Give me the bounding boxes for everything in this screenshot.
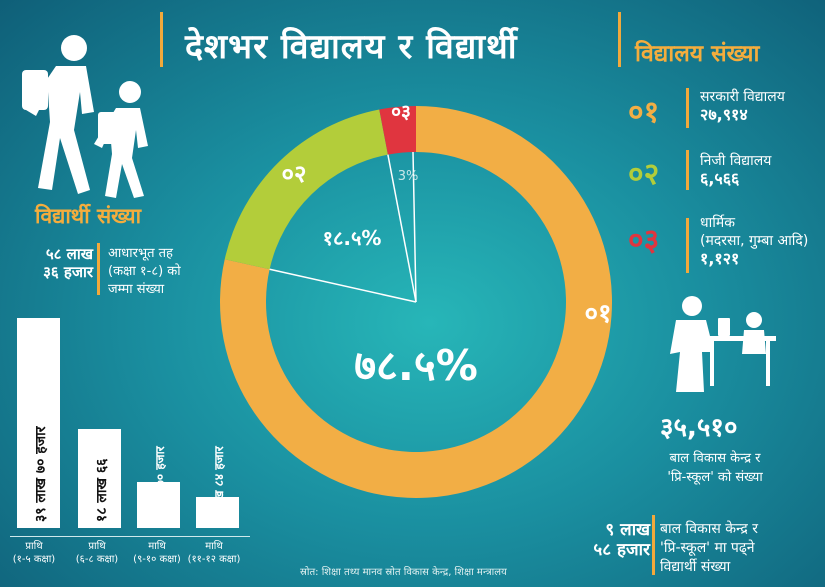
bar-axis-line bbox=[10, 536, 250, 537]
bar-primary-6-8: १८ लाख ६६ bbox=[78, 429, 121, 528]
slice-2-percent: १८.५% bbox=[323, 226, 382, 250]
bar-category-label: प्राथि (६-८ कक्षा) bbox=[75, 541, 119, 565]
slice-3-id: ०३ bbox=[391, 101, 411, 123]
legend-2-text: निजी विद्यालय ६,५६६ bbox=[700, 152, 771, 188]
walking-students-icon bbox=[22, 35, 148, 198]
donut-slice-3 bbox=[379, 106, 416, 155]
legend-1-number: ०१ bbox=[628, 95, 660, 130]
slice-3-pointer-start bbox=[387, 154, 417, 303]
legend-1-text: सरकारी विद्यालय २७,९१४ bbox=[700, 88, 785, 124]
ecd-center-count: ३५,५१० bbox=[660, 413, 738, 443]
slice-2-id: ०२ bbox=[282, 160, 307, 188]
slice-1-percent: ७८.५% bbox=[354, 341, 478, 390]
ecd-divider-rule bbox=[652, 515, 655, 575]
page-title: देशभर विद्यालय र विद्यार्थी bbox=[185, 27, 518, 67]
legend-3-label: धार्मिक (मदरसा, गुम्बा आदि) bbox=[700, 215, 809, 249]
basic-level-total: ५८ लाख ३६ हजार bbox=[43, 245, 93, 281]
donut-slice-2 bbox=[224, 109, 388, 270]
school-type-donut-chart: ७८.५% १८.५% 3% ०१ ०२ ०३ bbox=[220, 101, 612, 498]
ecd-student-description: बाल विकास केन्द्र र 'प्रि-स्कूल' मा पढ्न… bbox=[660, 521, 758, 575]
ecd-center-description: बाल विकास केन्द्र र 'प्रि-स्कूल' को संख्… bbox=[667, 451, 763, 485]
bar-category-label: माथि (११-१२ कक्षा) bbox=[187, 541, 241, 565]
slice-3-percent: 3% bbox=[398, 169, 419, 184]
bar-value-label: ३९ लाख ७० हजार bbox=[33, 426, 49, 523]
legend-1-label: सरकारी विद्यालय bbox=[700, 89, 785, 105]
bar-secondary-9-10: ८ लाख ७० हजार bbox=[137, 446, 180, 528]
title-left-rule bbox=[160, 12, 163, 67]
legend-1-rule bbox=[686, 88, 689, 128]
ecd-student-total: ९ लाख ५८ हजार bbox=[593, 520, 650, 560]
legend-2-number: ०२ bbox=[628, 157, 660, 192]
basic-divider-rule bbox=[97, 243, 100, 295]
student-count-heading: विद्यार्थी संख्या bbox=[35, 204, 142, 228]
legend-2-label: निजी विद्यालय bbox=[700, 153, 772, 169]
teacher-child-icon bbox=[670, 296, 776, 392]
legend-3-rule bbox=[686, 218, 689, 273]
bar-secondary-11-12: ५ लाख ८४ हजार bbox=[196, 446, 239, 528]
school-count-heading: विद्यालय संख्या bbox=[635, 41, 760, 67]
legend-3-value: १,१२१ bbox=[700, 249, 740, 268]
title-right-rule bbox=[618, 12, 621, 67]
basic-level-description: आधारभूत तह (कक्षा १-८) को जम्मा संख्या bbox=[108, 246, 181, 297]
slice-1-id: ०१ bbox=[584, 299, 611, 329]
source-note: स्रोत: शिक्षा तथ्य मानव स्रोत विकास केन्… bbox=[300, 567, 507, 578]
slice-2-pointer-start bbox=[269, 268, 417, 303]
legend-3-number: ०३ bbox=[628, 223, 660, 258]
bar-primary-1-5: ३९ लाख ७० हजार bbox=[17, 318, 60, 528]
legend-3-text: धार्मिक (मदरसा, गुम्बा आदि) १,१२१ bbox=[700, 214, 808, 268]
legend-1-value: २७,९१४ bbox=[700, 105, 748, 124]
slice-3-pointer-end bbox=[412, 152, 417, 303]
bar-category-label: प्राथि (१-५ कक्षा) bbox=[12, 541, 56, 565]
student-bar-chart: ३९ लाख ७० हजार १८ लाख ६६ ८ लाख ७० हजार ५… bbox=[0, 0, 260, 587]
bar-value-label: १८ लाख ६६ bbox=[94, 458, 110, 522]
bar-value-label: ८ लाख ७० हजार bbox=[153, 446, 167, 522]
bar-category-label: माथि (९-१० कक्षा) bbox=[133, 541, 181, 565]
legend-2-rule bbox=[686, 150, 689, 190]
legend-2-value: ६,५६६ bbox=[700, 169, 740, 188]
